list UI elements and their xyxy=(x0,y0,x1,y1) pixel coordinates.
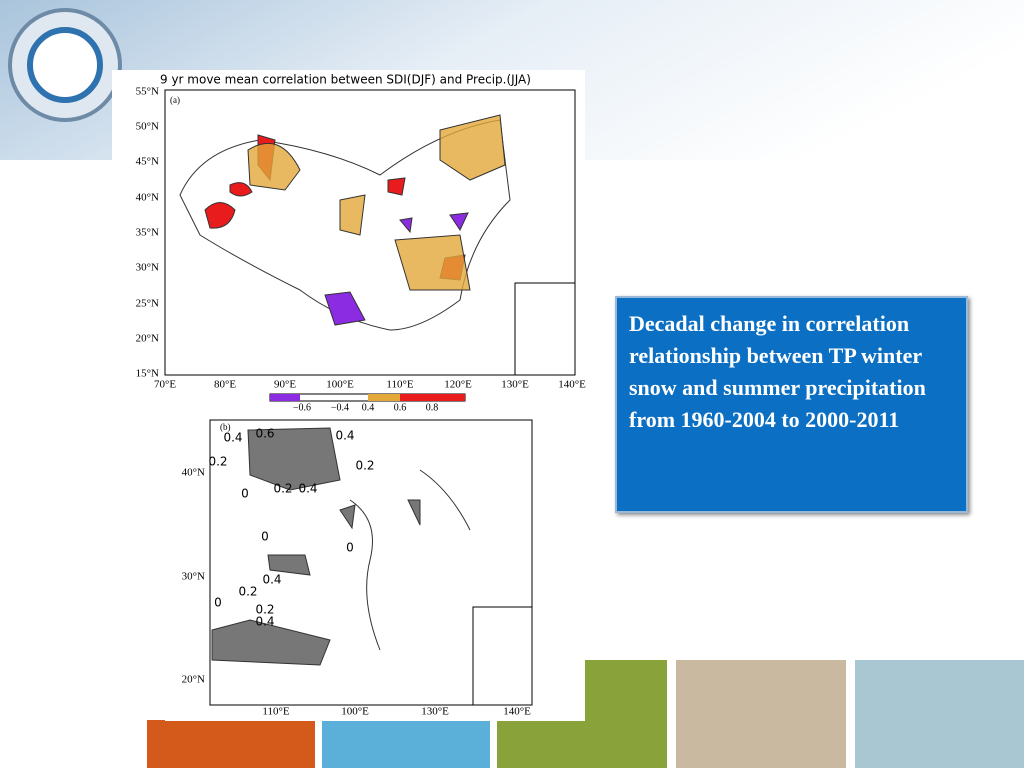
contour-label: 0.2 xyxy=(255,603,274,617)
contour-label: 0.4 xyxy=(255,615,274,629)
lat-label: 20°N xyxy=(136,333,159,345)
lat-label: 55°N xyxy=(136,86,159,98)
colorbar-label: −0.4 xyxy=(331,402,349,413)
text-box: Decadal change in correlation relationsh… xyxy=(615,296,968,513)
lat-label: 20°N xyxy=(182,674,205,686)
colorbar-label: −0.6 xyxy=(293,402,311,413)
contour-label: 0 xyxy=(346,541,354,555)
inset-frame-b xyxy=(472,606,533,706)
logo-center xyxy=(27,27,103,103)
map-b-frame xyxy=(209,419,533,706)
contour-label: 0.4 xyxy=(223,431,242,445)
map-a-frame xyxy=(164,89,576,376)
photo-drought xyxy=(676,660,846,768)
colorbar-strong xyxy=(400,394,465,401)
inset-frame xyxy=(514,282,576,376)
lon-label: 130°E xyxy=(421,706,449,718)
lon-label: 100°E xyxy=(341,706,369,718)
lon-label: 70°E xyxy=(154,379,176,391)
contour-label: 0 xyxy=(214,596,222,610)
lon-label: 120°E xyxy=(444,379,472,391)
colorbar-pos xyxy=(368,394,400,401)
contour-label: 0 xyxy=(261,530,269,544)
contour-label: 0.4 xyxy=(262,573,281,587)
lon-label: 110°E xyxy=(262,706,289,718)
map-b-panel xyxy=(165,405,585,721)
colorbar-label: 0.4 xyxy=(362,402,375,413)
photo-industry xyxy=(147,720,315,768)
colorbar-label: 0.6 xyxy=(394,402,407,413)
contour-label: 0.2 xyxy=(238,585,257,599)
map-a-panel xyxy=(112,70,585,406)
contour-label: 0.4 xyxy=(335,429,354,443)
lat-label: 35°N xyxy=(136,227,159,239)
lat-label: 15°N xyxy=(136,368,159,380)
lat-label: 45°N xyxy=(136,156,159,168)
lat-label: 40°N xyxy=(182,467,205,479)
contour-label: 0.6 xyxy=(255,427,274,441)
lat-label: 30°N xyxy=(136,262,159,274)
lon-label: 100°E xyxy=(326,379,354,391)
photo-sea xyxy=(855,660,1024,768)
lon-label: 140°E xyxy=(558,379,586,391)
colorbar-neg xyxy=(270,394,300,401)
contour-label: 0.2 xyxy=(355,459,374,473)
lat-label: 30°N xyxy=(182,571,205,583)
significant-region xyxy=(211,427,421,666)
lon-label: 90°E xyxy=(274,379,296,391)
panel-label: (b) xyxy=(220,422,231,432)
colorbar-label: 0.8 xyxy=(426,402,439,413)
coastline xyxy=(349,469,471,651)
lon-label: 110°E xyxy=(386,379,413,391)
china-outline xyxy=(179,119,511,331)
lon-label: 80°E xyxy=(214,379,236,391)
contour-label: 0.4 xyxy=(298,482,317,496)
lat-label: 40°N xyxy=(136,192,159,204)
panel-label: (a) xyxy=(170,95,180,105)
positive-region xyxy=(247,114,506,291)
contour-label: 0.2 xyxy=(273,482,292,496)
lon-label: 140°E xyxy=(503,706,531,718)
lon-label: 130°E xyxy=(501,379,529,391)
map-title: 9 yr move mean correlation between SDI(D… xyxy=(160,73,531,87)
contour-label: 0 xyxy=(241,487,249,501)
contour-label: 0.2 xyxy=(208,455,227,469)
photo-ice xyxy=(322,720,490,768)
lat-label: 50°N xyxy=(136,121,159,133)
lat-label: 25°N xyxy=(136,298,159,310)
negative-region xyxy=(324,212,469,326)
